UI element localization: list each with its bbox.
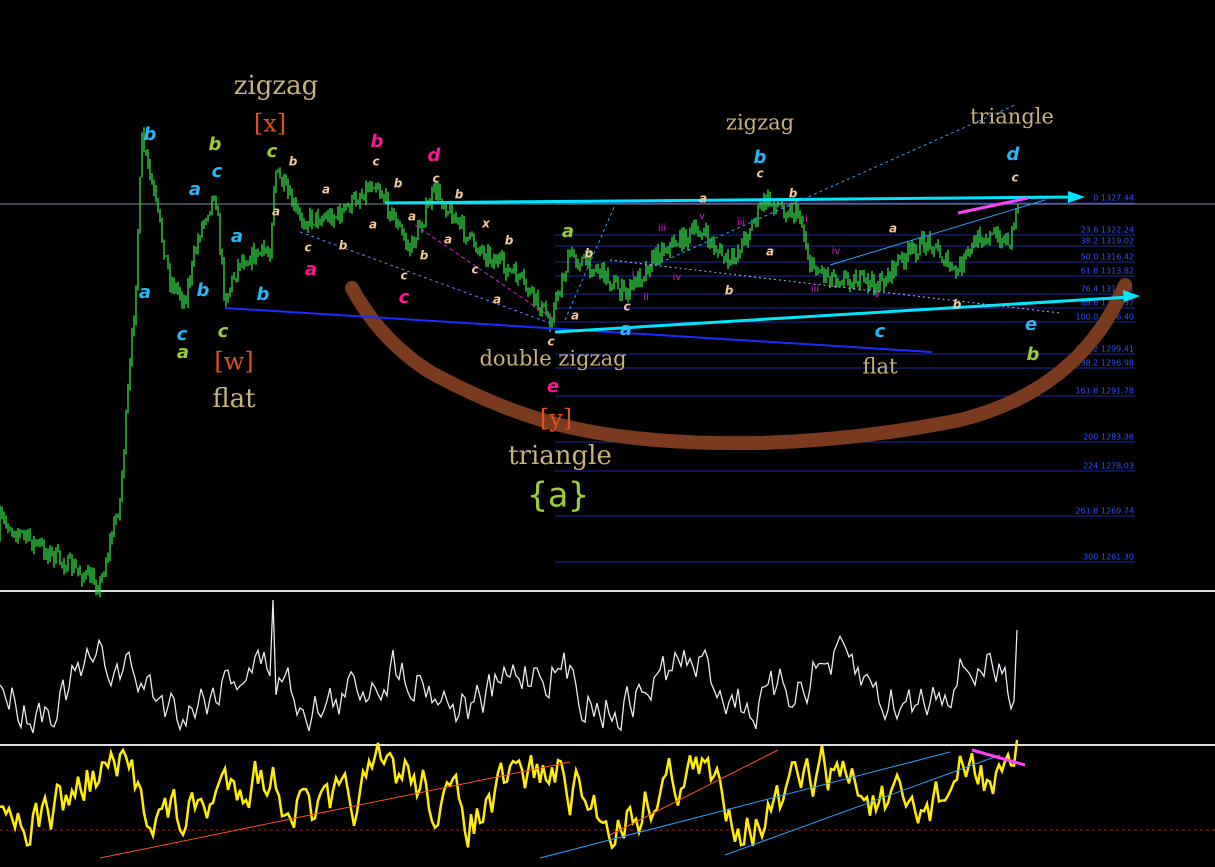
wave-label: b: [585, 247, 594, 261]
wave-label: iii: [658, 223, 666, 234]
wave-label: c: [875, 321, 886, 342]
wave-label: ii: [802, 214, 808, 225]
fib-label: 224 1278.03: [1083, 462, 1134, 471]
wave-label: c: [400, 269, 407, 283]
wave-label: b: [371, 131, 384, 152]
wave-label: c: [177, 324, 188, 345]
wave-label: b: [420, 249, 429, 263]
wave-label: double zigzag: [479, 347, 626, 371]
wave-label: c: [547, 335, 554, 349]
wave-label: a: [408, 210, 416, 224]
wave-label: a: [139, 282, 151, 303]
wave-label: a: [189, 179, 201, 200]
wave-label: c: [1011, 171, 1018, 185]
wave-label: b: [1027, 344, 1040, 365]
fib-label: 38.2 1319.02: [1081, 237, 1134, 246]
wave-label: iv: [673, 272, 682, 283]
wave-label: c: [212, 161, 223, 182]
wave-label: triangle: [508, 441, 612, 471]
fib-label: 161.8 1291.78: [1075, 387, 1134, 396]
wave-label: v: [874, 289, 880, 300]
wave-label: c: [218, 321, 229, 342]
wave-label: b: [144, 124, 157, 145]
wave-label: c: [399, 287, 410, 308]
fib-label: 200 1283.36: [1083, 433, 1134, 442]
wave-label: {a}: [527, 476, 588, 516]
wave-label: b: [505, 234, 514, 248]
wave-label: [w]: [214, 348, 253, 376]
fib-label: 127.2 1299.41: [1075, 345, 1134, 354]
wave-label: c: [267, 141, 278, 162]
wave-label: b: [455, 188, 464, 202]
wave-label: a: [272, 205, 280, 219]
wave-label: d: [428, 145, 442, 166]
wave-label: triangle: [970, 105, 1054, 129]
fib-label: 50.0 1316.42: [1081, 253, 1134, 262]
wave-label: a: [620, 319, 632, 340]
wave-label: e: [547, 376, 559, 397]
wave-label: i: [632, 268, 635, 279]
wave-label: iv: [832, 246, 841, 257]
wave-label: [y]: [540, 405, 572, 433]
wave-label: a: [444, 233, 452, 247]
wave-label: b: [339, 239, 348, 253]
fib-label: 0 1327.44: [1093, 194, 1134, 203]
wave-label: e: [1025, 314, 1037, 335]
fib-label: 61.8 1313.82: [1081, 267, 1134, 276]
annotations: zigzag [x] [w] flat double zigzag [y] triangle…: [139, 71, 1054, 516]
oscillator-line: [0, 739, 1019, 851]
arc: [345, 278, 1132, 451]
trend-lines: [99, 104, 1140, 859]
wave-label: flat: [212, 384, 256, 414]
fib-label: 300 1261.30: [1083, 553, 1134, 562]
wave-label: c: [304, 241, 311, 255]
wave-label: b: [209, 134, 222, 155]
wave-label: v: [699, 211, 705, 222]
wave-label: c: [471, 263, 478, 277]
wave-label: x: [481, 217, 491, 231]
price-series: [0, 127, 1019, 851]
wave-label: b: [754, 147, 767, 168]
fib-label: 23.6 1322.24: [1081, 226, 1134, 235]
wave-label: d: [1007, 144, 1021, 165]
wave-label: a: [231, 226, 243, 247]
wave-label: c: [372, 155, 379, 169]
fib-label: 76.4 1310.61: [1081, 285, 1134, 294]
wave-label: iii: [811, 284, 819, 295]
wave-label: a: [889, 222, 897, 236]
wave-label: b: [289, 155, 298, 169]
wave-label: a: [322, 183, 330, 197]
wave-label: a: [571, 309, 579, 323]
wave-label: c: [623, 300, 630, 314]
price-bars: [0, 127, 1019, 598]
wave-label: b: [257, 284, 270, 305]
wave-label: zigzag: [726, 111, 794, 135]
wave-label: a: [493, 293, 501, 307]
fib-label: 138.2 1296.98: [1075, 359, 1134, 368]
wave-label: c: [432, 172, 439, 186]
wave-label: ii: [643, 292, 649, 303]
fib-label: 88.6 1308.37: [1081, 299, 1134, 308]
wave-label: a: [177, 342, 189, 363]
wave-label: b: [789, 187, 798, 201]
wave-label: a: [699, 192, 707, 206]
wave-label: flat: [863, 355, 899, 379]
fib-label: 261.8 1269.74: [1075, 507, 1134, 516]
wave-label: a: [369, 218, 377, 232]
wave-label: iii: [737, 217, 745, 228]
wave-label: a: [766, 245, 774, 259]
wave-label: c: [756, 167, 763, 181]
wave-label: b: [394, 177, 403, 191]
oscillator-line: [0, 599, 1018, 734]
wave-label: [x]: [254, 110, 286, 138]
wave-label: zigzag: [234, 71, 319, 101]
wave-label: b: [197, 280, 210, 301]
wave-label: a: [562, 221, 574, 242]
wave-label: a: [305, 259, 317, 280]
wave-label: b: [725, 284, 734, 298]
wave-label: b: [953, 298, 962, 312]
